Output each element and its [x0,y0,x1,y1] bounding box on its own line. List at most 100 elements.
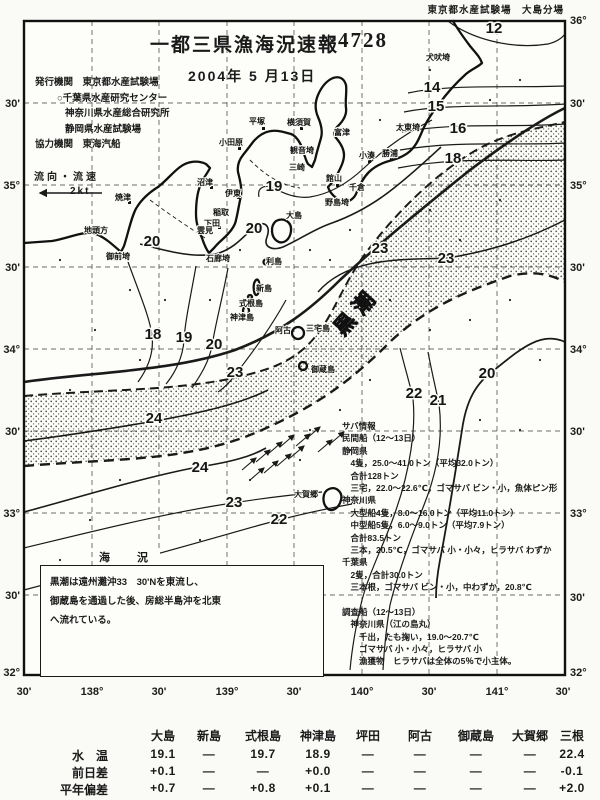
saba-report-line: 中型船5隻，6.0～9.0トン（平均7.9トン） [342,520,510,531]
report-number: 4728 [338,28,388,52]
isotherm-value-label: 14 [424,79,441,96]
place-label: 神津島 [230,312,254,322]
place-label: 観音埼 [290,145,314,155]
isotherm-20 [139,146,442,257]
observation-station-dots [58,68,542,562]
current-vector-arrow [267,441,283,455]
station-dot [368,378,372,382]
axis-right-label: 30' [570,592,585,604]
saba-report-line: 合計128トン [342,470,399,481]
report-date: 2004年 5 月13日 [188,68,317,84]
saba-report-line: 漁獲物 ヒラサバは全体の5％で小主体。 [342,656,517,667]
place-label: 富津 [334,127,350,137]
table-column-header: 大賀郷 [511,729,548,743]
island-kozushima [241,305,251,317]
town-dot [262,127,265,130]
station-dot [138,358,142,362]
isotherm-value-label: 18 [445,150,462,167]
station-dot [238,248,242,252]
table-value-cell: — [469,764,483,778]
place-label: 阿古 [275,325,291,335]
isotherm-19 [258,119,433,198]
saba-report-line: 合計83.5トン [342,532,402,543]
table-row-label: 前日差 [71,766,108,780]
isotherm-value-label: 23 [438,250,455,267]
axis-left-label: 32° [3,667,20,679]
current-vector-arrow [289,445,305,459]
place-label: 小湊 [358,150,376,160]
isotherm-value-label: 20 [144,233,161,250]
place-label: 伊東 [224,188,241,198]
station-dot [428,68,432,72]
station-dot [58,258,62,262]
table-value-cell: — [202,747,216,761]
station-dot [308,428,312,432]
axis-right-label: 30' [570,426,585,438]
island-niijima [252,278,261,297]
isotherm-value-label: 12 [486,20,503,37]
station-dot [448,158,452,162]
axis-left-label: 35° [3,180,20,192]
axis-right-label: 35° [570,180,587,192]
axis-bottom-label: 141° [486,686,509,698]
place-label: 館山 [325,173,342,183]
station-dot [348,228,352,232]
current-vector-arrow [279,434,295,448]
table-value-cell: — [361,747,375,761]
saba-report-line: 三本，20.5℃，ゴマサバ 小・小々，ヒラサバ わずか [342,544,552,555]
place-label: 三宅島 [306,323,330,333]
saba-report-line: 神奈川県 [342,495,377,506]
current-vector-arrow [317,439,333,453]
axis-left-label: 30' [5,262,20,274]
station-dot [338,408,342,412]
isotherm-18-ne [397,159,566,169]
station-dot [348,448,352,452]
axis-right-label: 36° [570,15,587,27]
table-value-cell: +0.1 [150,764,176,778]
place-label: 地頭方 [84,225,108,235]
saba-report-line: 千出，たも掬い，19.0～20.7℃ [342,631,479,642]
station-dot [208,298,212,302]
isotherm-value-label: 23 [227,364,244,381]
town-dot [368,160,371,163]
isotherm-value-label: 20 [479,365,496,382]
place-label: 式根島 [239,298,263,308]
town-dot [128,201,131,204]
station-dot [378,118,382,122]
place-label: 犬吠埼 [425,52,450,62]
station-dot [88,518,92,522]
table-value-cell: — [413,747,427,761]
isotherm-16 [401,123,566,133]
axis-left-label: 30' [5,590,20,602]
branch-office-header: 東京都水産試験場 大島分場 [427,5,564,16]
table-column-header: 御蔵島 [457,729,494,743]
island-miyakejima [290,325,306,341]
station-dot [538,358,542,362]
table-value-cell: — [256,764,270,778]
station-dot [458,238,462,242]
current-vector-arrow [241,457,257,471]
place-label: 石廊埼 [205,253,230,263]
saba-report-line: 静岡県 [342,445,368,456]
place-label: 御蔵島 [310,364,335,374]
isotherm-value-label: 15 [428,98,445,115]
isotherm-17 [399,142,566,151]
town-dot [300,127,303,130]
table-value-cell: — [202,781,216,795]
table-column-header: 坪田 [355,729,380,743]
table-value-cell: — [361,764,375,778]
place-label: 沼津 [197,177,213,187]
issuer-line: 静岡県水産試験場 [65,123,142,135]
isotherm-value-label: 22 [406,385,423,402]
saba-report-line: 三宅，22.0～22.6℃，ゴマサバ ビン・小，魚体ピン形 [342,482,558,493]
current-legend-title: 流向・流速 [34,172,99,183]
island-hachijojima [322,487,343,512]
isotherm-22-se [349,347,415,671]
map-text-labels: 30' 35° 30' 34° 30' 33° 30' 32° 36° 30' 35° 30' 34° 3… [3,15,586,698]
town-dot [390,158,393,161]
saba-report-line: サバ情報 [342,421,376,431]
axis-right-label: 32° [570,667,587,679]
thermal-front [23,106,566,384]
report-title: 一都三県漁海況速報 [150,35,340,56]
town-dot [218,226,221,229]
